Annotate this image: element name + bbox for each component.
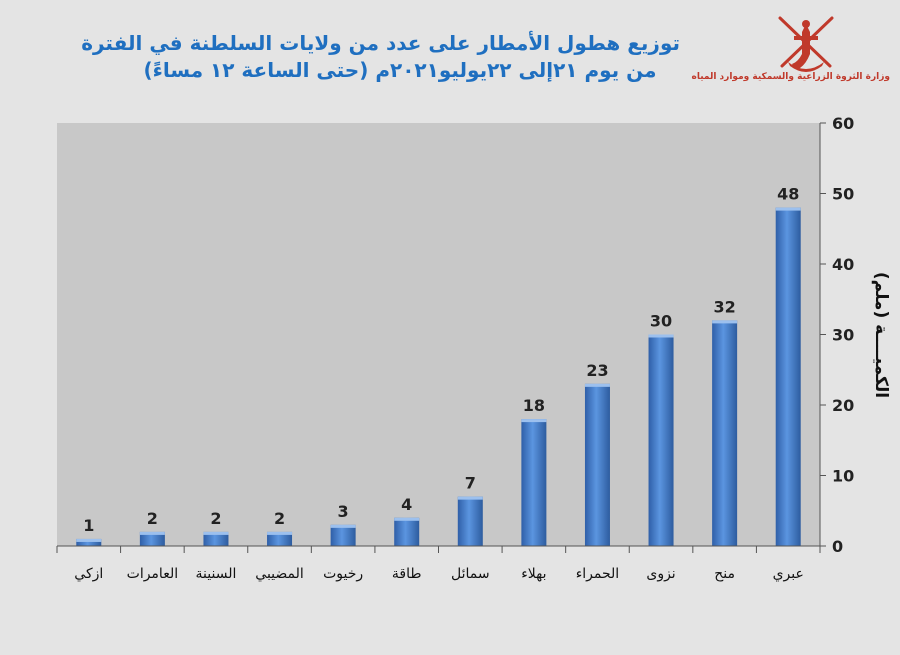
chart-title: توزيع هطول الأمطار على عدد من ولايات الس… — [81, 30, 680, 84]
bar-group: 7 — [457, 474, 483, 546]
bar-group: 3 — [330, 502, 356, 546]
x-tick-label: طاقة — [392, 566, 422, 582]
data-label: 7 — [465, 474, 476, 493]
bar — [139, 531, 165, 546]
bar-group: 1 — [76, 516, 102, 546]
bar-group: 2 — [139, 509, 165, 546]
x-tick-label: المضيبي — [255, 566, 304, 582]
data-label: 1 — [83, 516, 94, 535]
x-tick-label: العامرات — [127, 566, 178, 582]
x-tick-label: منح — [714, 566, 735, 582]
bar-top-highlight — [76, 538, 102, 542]
oman-emblem-icon — [778, 16, 834, 72]
bar — [394, 517, 420, 546]
y-tick-label: 30 — [832, 326, 854, 345]
y-tick-label: 40 — [832, 255, 854, 274]
y-tick-label: 20 — [832, 396, 854, 415]
y-axis-label: الكميــــة (ملم) — [871, 272, 891, 398]
bar-group: 4 — [394, 495, 420, 546]
bar — [267, 531, 293, 546]
plot-area — [57, 123, 820, 546]
bar-group: 30 — [648, 312, 674, 546]
bar-top-highlight — [267, 531, 293, 535]
data-label: 32 — [713, 297, 735, 316]
bar-top-highlight — [394, 517, 420, 521]
bar-top-highlight — [648, 334, 674, 338]
x-tick-label: السنينة — [196, 566, 237, 582]
x-tick-label: عبري — [773, 566, 804, 582]
bar-group: 2 — [203, 509, 229, 546]
bar-group: 32 — [712, 297, 738, 546]
bar — [330, 524, 356, 546]
bar-top-highlight — [712, 320, 738, 324]
bar — [521, 419, 547, 546]
data-label: 18 — [523, 396, 545, 415]
bar — [712, 320, 738, 546]
bar-top-highlight — [203, 531, 229, 535]
bar — [775, 207, 801, 546]
bar-group: 23 — [584, 361, 610, 546]
y-tick-label: 60 — [832, 114, 854, 133]
bar-top-highlight — [584, 383, 610, 387]
x-tick-label: بهلاء — [521, 566, 546, 582]
data-label: 23 — [586, 361, 608, 380]
bar-top-highlight — [330, 524, 356, 528]
x-tick-label: رخيوت — [323, 566, 363, 582]
bar — [203, 531, 229, 546]
bar — [648, 334, 674, 546]
data-label: 30 — [650, 312, 672, 331]
y-tick-label: 50 — [832, 185, 854, 204]
x-tick-label: ازكي — [74, 566, 103, 582]
bar-group: 2 — [267, 509, 293, 546]
bar — [457, 496, 483, 546]
y-tick-label: 10 — [832, 467, 854, 486]
y-tick-label: 0 — [832, 537, 843, 556]
data-label: 4 — [401, 495, 412, 514]
data-label: 2 — [274, 509, 285, 528]
title-line-2: من يوم ٢١إلى ٢٢يوليو٢٠٢١م (حتى الساعة ١٢… — [143, 58, 657, 82]
data-label: 3 — [338, 502, 349, 521]
data-label: 2 — [210, 509, 221, 528]
data-label: 48 — [777, 185, 799, 204]
bar-group: 18 — [521, 396, 547, 546]
title-line-1: توزيع هطول الأمطار على عدد من ولايات الس… — [81, 31, 680, 55]
bar-top-highlight — [521, 419, 547, 423]
bar — [76, 538, 102, 546]
bar-top-highlight — [139, 531, 165, 535]
x-tick-label: سمائل — [451, 566, 490, 582]
ministry-name: وزارة الثروة الزراعية والسمكية وموارد ال… — [691, 72, 890, 82]
bar-top-highlight — [775, 207, 801, 211]
data-label: 2 — [147, 509, 158, 528]
bar-top-highlight — [457, 496, 483, 500]
bar-group: 48 — [775, 185, 801, 546]
x-tick-label: نزوى — [646, 566, 675, 582]
bar — [584, 383, 610, 546]
x-tick-label: الحمراء — [576, 566, 619, 582]
